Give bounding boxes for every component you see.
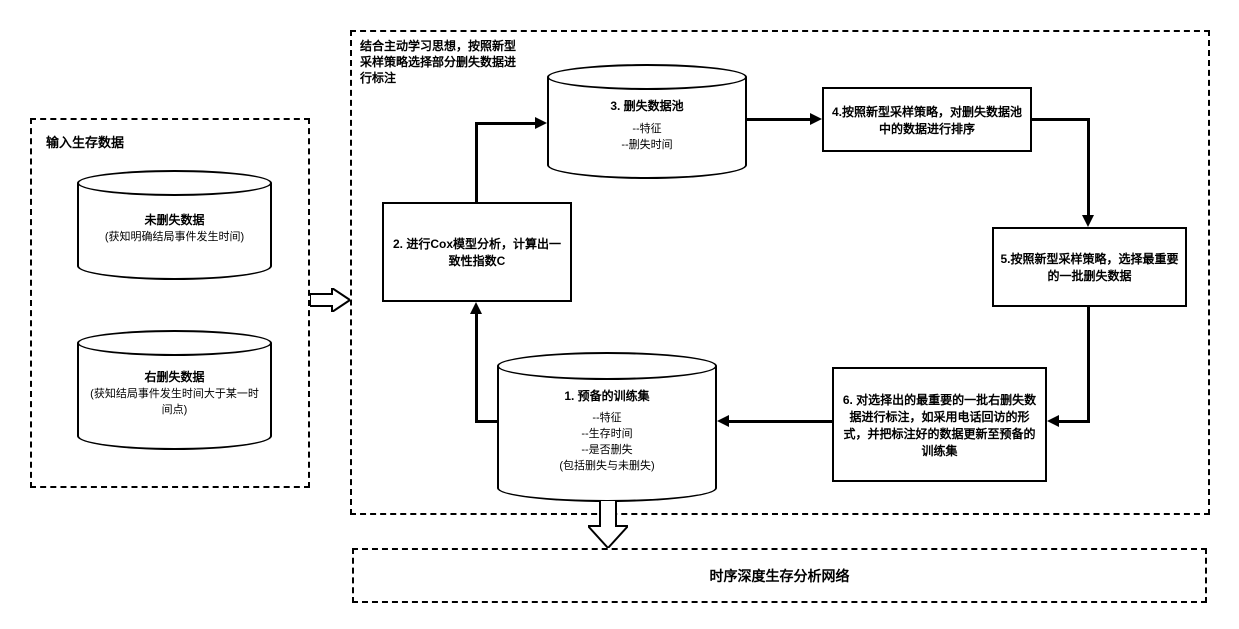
cyl-rightcensored-title: 右删失数据 bbox=[144, 368, 204, 385]
arrow-2-to-3-h bbox=[475, 122, 535, 125]
arrow-6-to-1 bbox=[729, 420, 832, 423]
arrow-train-to-output bbox=[588, 500, 628, 548]
arrow-4-to-5-h bbox=[1032, 118, 1090, 121]
step5-text: 5.按照新型采样策略，选择最重要的一批删失数据 bbox=[1000, 250, 1179, 284]
cyl3-l1: --特征 bbox=[632, 120, 661, 136]
cyl-train-l1: --特征 bbox=[592, 409, 621, 425]
arrow-6-to-1-head bbox=[717, 415, 729, 427]
arrow-1-to-2-head bbox=[470, 302, 482, 314]
arrow-2-to-3-head bbox=[535, 117, 547, 129]
step5-box: 5.按照新型采样策略，选择最重要的一批删失数据 bbox=[992, 227, 1187, 307]
step6-box: 6. 对选择出的最重要的一批右删失数据进行标注，如采用电话回访的形式，并把标注好… bbox=[832, 367, 1047, 482]
main-panel: 结合主动学习思想，按照新型采样策略选择部分删失数据进行标注 2. 进行Cox模型… bbox=[350, 30, 1210, 515]
arrow-input-to-main bbox=[310, 288, 350, 312]
arrow-4-to-5-v bbox=[1087, 118, 1090, 216]
cylinder-training-set: 1. 预备的训练集 --特征 --生存时间 --是否删失 (包括删失与未删失) bbox=[497, 352, 717, 502]
cyl3-l2: --删失时间 bbox=[621, 136, 672, 152]
cyl-train-title: 1. 预备的训练集 bbox=[564, 387, 649, 404]
arrow-1-to-2-v bbox=[475, 314, 478, 422]
arrow-5-to-6-h bbox=[1059, 420, 1090, 423]
cylinder-uncensored: 未删失数据 (获知明确结局事件发生时间) bbox=[77, 170, 272, 280]
arrow-1-to-2-h bbox=[475, 420, 497, 423]
output-panel: 时序深度生存分析网络 bbox=[352, 548, 1207, 603]
cyl-uncensored-sub: (获知明确结局事件发生时间) bbox=[105, 228, 244, 244]
output-title: 时序深度生存分析网络 bbox=[710, 566, 850, 586]
step6-text: 6. 对选择出的最重要的一批右删失数据进行标注，如采用电话回访的形式，并把标注好… bbox=[840, 391, 1039, 459]
main-panel-note: 结合主动学习思想，按照新型采样策略选择部分删失数据进行标注 bbox=[360, 38, 520, 87]
arrow-4-to-5-head bbox=[1082, 215, 1094, 227]
cyl-train-l2: --生存时间 bbox=[581, 425, 632, 441]
cylinder-censored-pool: 3. 删失数据池 --特征 --删失时间 bbox=[547, 64, 747, 179]
arrow-5-to-6-head bbox=[1047, 415, 1059, 427]
cyl-train-l4: (包括删失与未删失) bbox=[559, 457, 654, 473]
arrow-3-to-4-head bbox=[810, 113, 822, 125]
cylinder-right-censored: 右删失数据 (获知结局事件发生时间大于某一时间点) bbox=[77, 330, 272, 450]
step2-box: 2. 进行Cox模型分析，计算出一致性指数C bbox=[382, 202, 572, 302]
cyl-train-l3: --是否删失 bbox=[581, 441, 632, 457]
arrow-2-to-3-v bbox=[475, 122, 478, 202]
step4-text: 4.按照新型采样策略，对删失数据池中的数据进行排序 bbox=[830, 103, 1024, 137]
input-panel: 输入生存数据 未删失数据 (获知明确结局事件发生时间) 右删失数据 (获知结局事… bbox=[30, 118, 310, 488]
cyl3-title: 3. 删失数据池 bbox=[610, 97, 683, 114]
cyl-uncensored-title: 未删失数据 bbox=[144, 211, 204, 228]
arrow-3-to-4 bbox=[747, 118, 810, 121]
step2-text: 2. 进行Cox模型分析，计算出一致性指数C bbox=[390, 235, 564, 269]
input-panel-title: 输入生存数据 bbox=[46, 132, 124, 151]
arrow-5-to-6-v bbox=[1087, 307, 1090, 422]
cyl-rightcensored-sub: (获知结局事件发生时间大于某一时间点) bbox=[85, 385, 264, 417]
step4-box: 4.按照新型采样策略，对删失数据池中的数据进行排序 bbox=[822, 87, 1032, 152]
